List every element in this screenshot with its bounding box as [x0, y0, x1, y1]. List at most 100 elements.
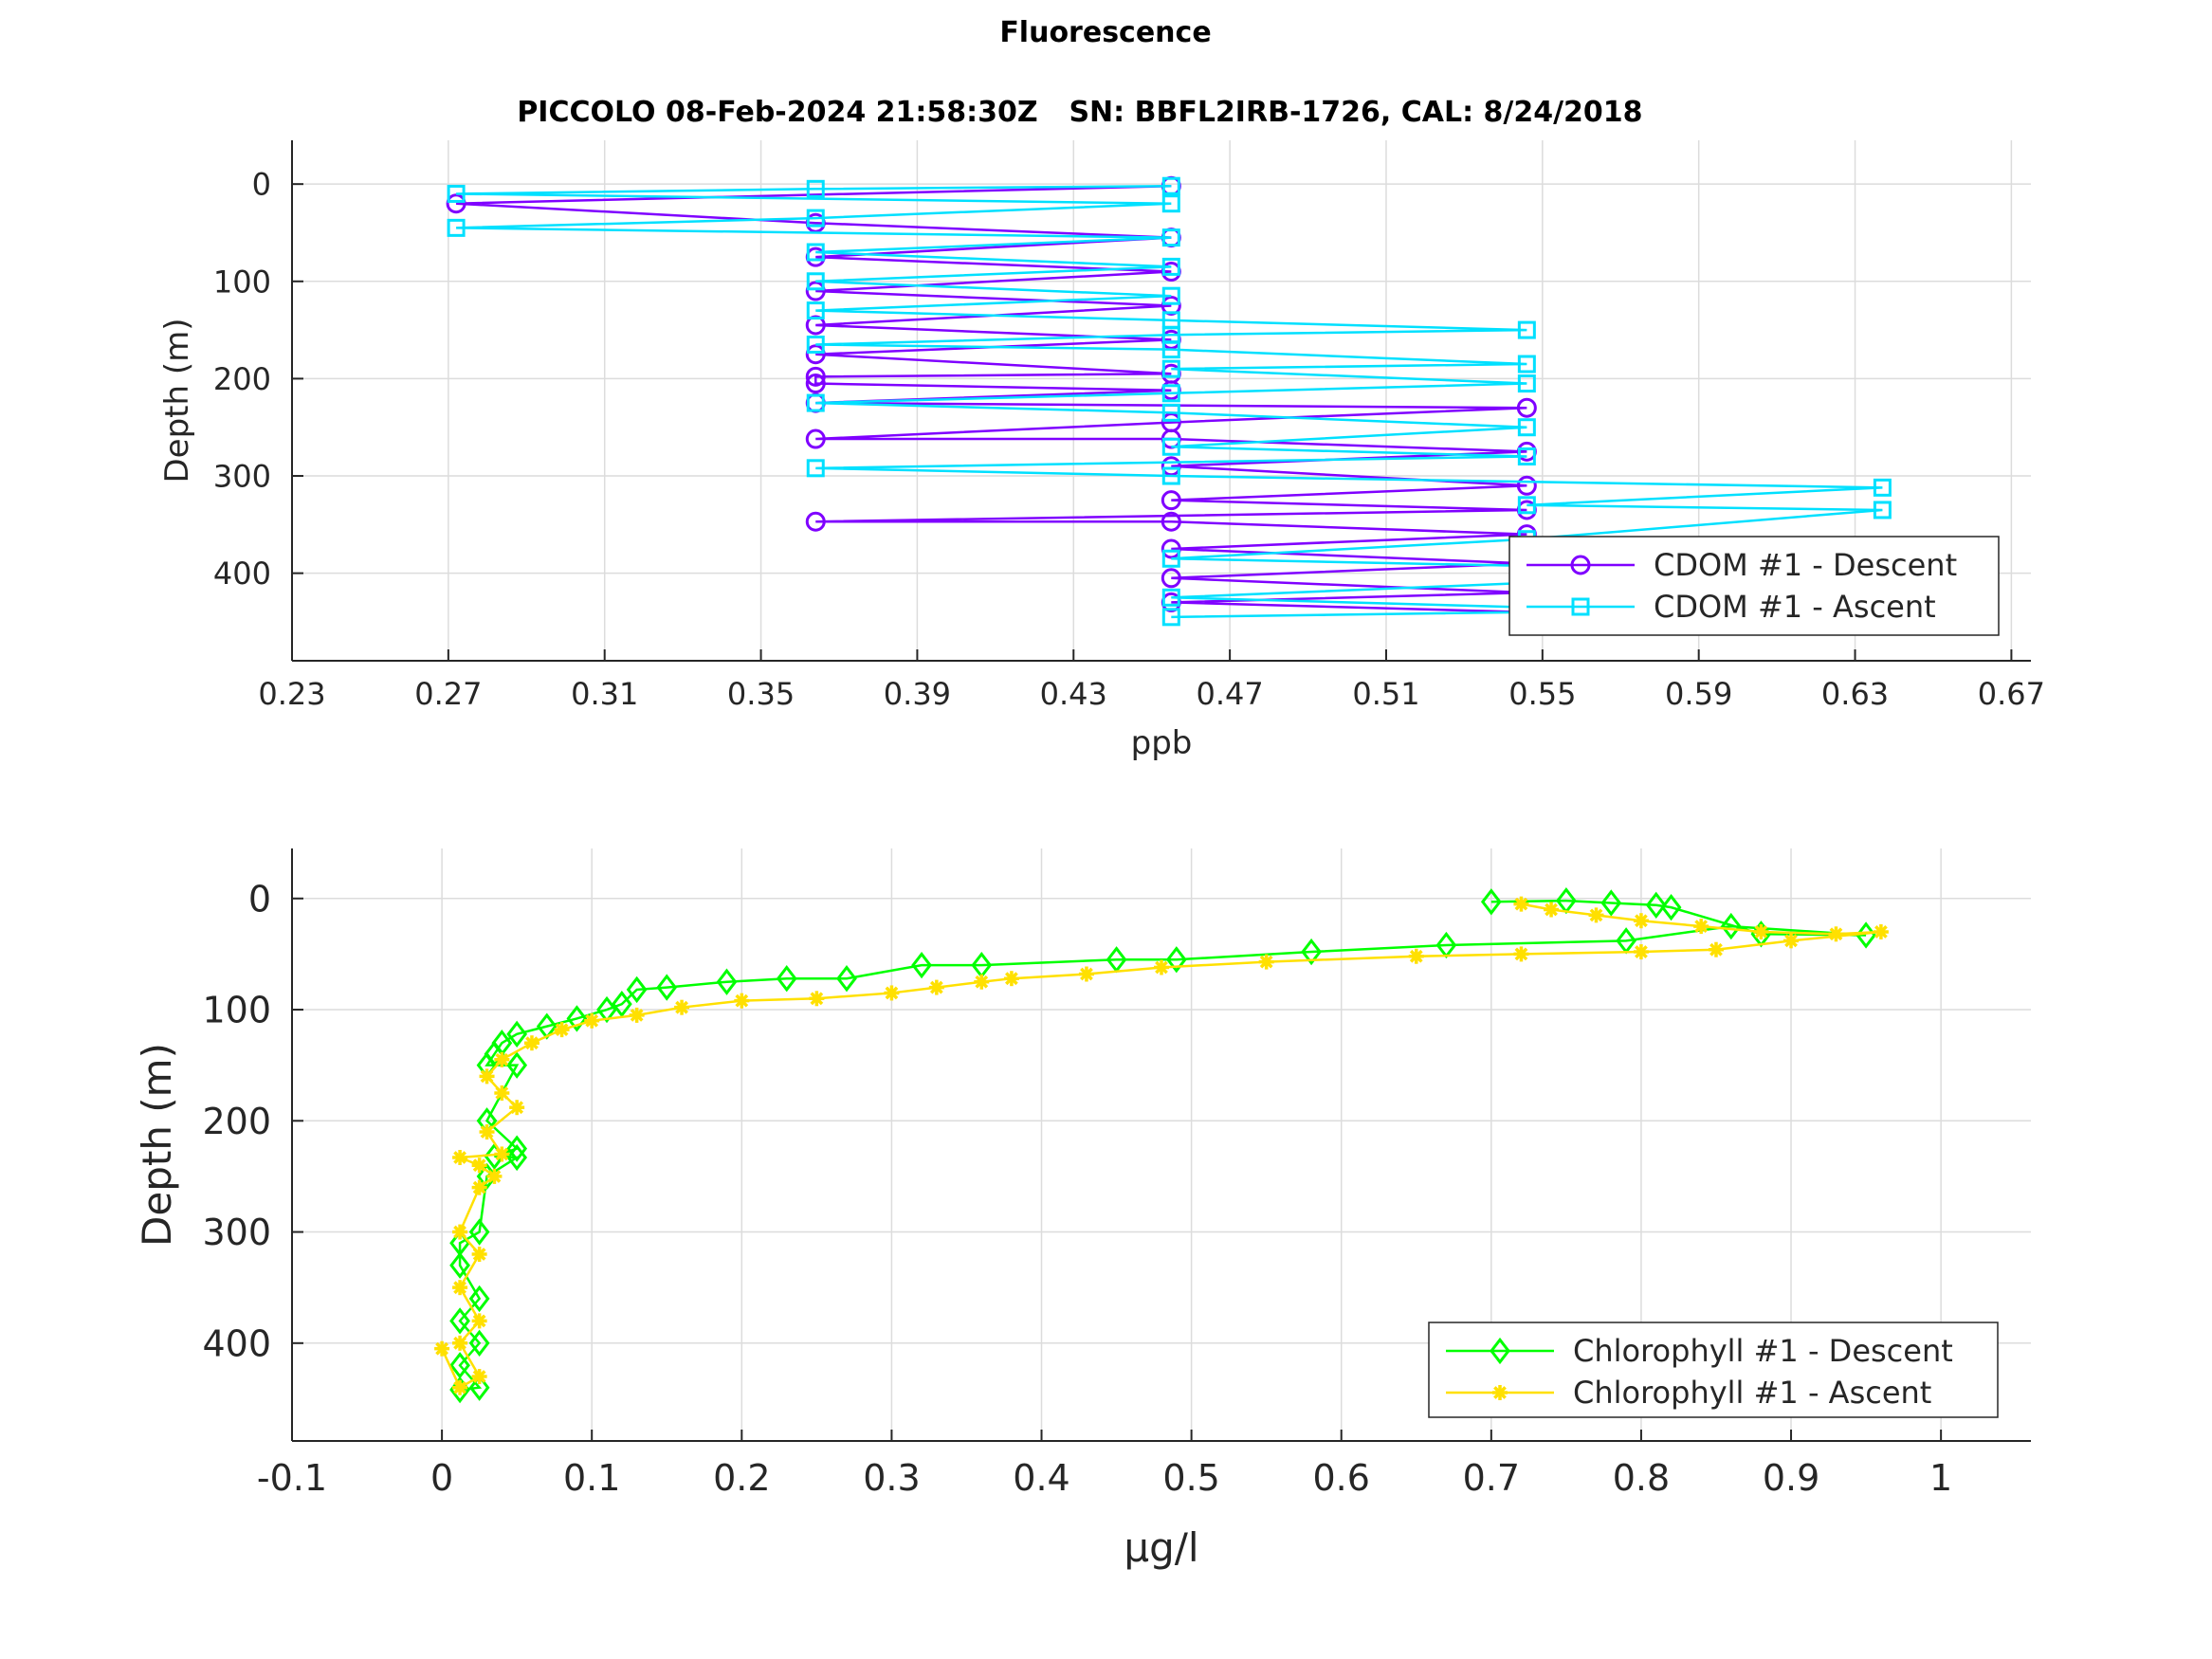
- data-point: [974, 974, 990, 990]
- data-point: [805, 344, 826, 365]
- data-point: [805, 428, 826, 449]
- legend-entry: Chlorophyll #1 - Ascent: [1573, 1375, 1931, 1411]
- chlorophyll-depth-chart: -0.1 0 0.1 0.2 0.3 0.4 0.5 0.6 0.7 0.8 0.9 1 0 100 200…: [134, 848, 2031, 1571]
- data-point: [806, 179, 825, 198]
- series-line-1: [440, 902, 1882, 1390]
- data-point: [479, 1124, 495, 1140]
- data-point: [479, 1068, 495, 1085]
- x-tick-label: 0.3: [863, 1457, 920, 1499]
- data-point: [1161, 549, 1180, 568]
- y-tick-label: 100: [213, 264, 271, 300]
- data-point: [506, 1135, 528, 1162]
- data-point: [1600, 889, 1622, 917]
- figure-title: Fluorescence: [999, 16, 1211, 49]
- x-tick-label: 0.9: [1763, 1457, 1819, 1499]
- data-point: [1161, 511, 1181, 532]
- data-point: [1753, 923, 1769, 939]
- data-point: [1161, 568, 1181, 589]
- legend-marker: [1571, 597, 1590, 616]
- x-tick-label: 0.1: [563, 1457, 620, 1499]
- grid: [292, 140, 2031, 661]
- data-point: [806, 459, 825, 478]
- data-point: [1513, 896, 1529, 912]
- series-line-0: [458, 899, 1867, 1392]
- data-point: [554, 1022, 570, 1038]
- x-tick-label: 0.27: [414, 676, 482, 712]
- x-tick-label: 0.35: [727, 676, 795, 712]
- legend-box: [1428, 1322, 1999, 1418]
- data-point: [566, 1005, 588, 1032]
- cdom-depth-chart: 0.23 0.27 0.31 0.35 0.39 0.43 0.47 0.51 0.55 0.59…: [158, 140, 2045, 762]
- data-point: [1708, 941, 1724, 957]
- data-point: [734, 993, 750, 1009]
- data-point: [1693, 919, 1709, 935]
- plot-area: [434, 886, 1889, 1404]
- figure-subtitle-right: SN: BBFL2IRB-1726, CAL: 8/24/2018: [1069, 96, 1642, 129]
- data-point: [836, 965, 857, 993]
- x-tick-label: 0.4: [1013, 1457, 1069, 1499]
- data-point: [629, 1007, 645, 1023]
- data-point: [1517, 418, 1536, 437]
- data-point: [447, 184, 466, 203]
- data-point: [468, 1329, 490, 1357]
- data-point: [1161, 311, 1180, 330]
- data-point: [452, 1280, 468, 1296]
- y-tick-label: 200: [213, 361, 271, 397]
- data-point: [1517, 355, 1536, 374]
- data-point: [1154, 959, 1169, 975]
- data-point: [806, 272, 825, 291]
- data-point: [806, 243, 825, 262]
- data-point: [1544, 902, 1560, 918]
- data-point: [1480, 888, 1502, 916]
- data-point: [674, 999, 690, 1015]
- data-point: [506, 1143, 528, 1172]
- plot-area: [446, 175, 1892, 627]
- data-point: [1645, 891, 1667, 919]
- legend: Chlorophyll #1 - Descent Chlorophyll #1 -…: [1428, 1322, 1999, 1418]
- data-point: [1161, 437, 1180, 456]
- data-point: [1873, 923, 1889, 939]
- data-point: [1633, 913, 1649, 929]
- data-point: [1161, 490, 1181, 511]
- data-point: [1258, 954, 1274, 970]
- data-point: [884, 985, 900, 1001]
- data-point: [509, 1100, 525, 1116]
- x-axis-label: μg/l: [1124, 1524, 1198, 1571]
- data-point: [1161, 588, 1180, 607]
- x-tick-label: 0.55: [1508, 676, 1576, 712]
- data-point: [584, 1012, 600, 1029]
- data-point: [494, 1051, 510, 1067]
- data-point: [805, 374, 826, 394]
- data-point: [1161, 359, 1180, 378]
- data-point: [1873, 478, 1892, 497]
- data-point: [468, 1218, 490, 1246]
- data-point: [1161, 384, 1180, 403]
- data-point: [1517, 496, 1536, 515]
- legend-entry: CDOM #1 - Descent: [1654, 547, 1957, 583]
- data-point: [716, 968, 738, 995]
- data-point: [1783, 933, 1800, 949]
- data-point: [1633, 944, 1649, 960]
- data-point: [434, 1340, 450, 1357]
- data-point: [494, 1146, 510, 1162]
- data-point: [626, 975, 648, 1004]
- data-point: [1588, 907, 1604, 923]
- data-point: [468, 1285, 490, 1313]
- y-tick-label: 100: [202, 990, 271, 1031]
- data-point: [809, 991, 825, 1007]
- data-point: [494, 1085, 510, 1101]
- data-point: [1161, 538, 1181, 559]
- legend-marker: [1490, 1337, 1510, 1365]
- data-point: [1161, 228, 1180, 247]
- data-point: [447, 218, 466, 237]
- data-point: [1003, 971, 1019, 987]
- legend-entry: Chlorophyll #1 - Descent: [1573, 1333, 1953, 1369]
- data-point: [1517, 374, 1536, 393]
- series-line-0: [456, 184, 1527, 613]
- data-point: [806, 209, 825, 228]
- data-point: [1165, 946, 1187, 974]
- data-point: [452, 1224, 468, 1240]
- data-point: [471, 1247, 487, 1263]
- y-tick-label: 400: [202, 1322, 271, 1364]
- data-point: [1517, 320, 1536, 339]
